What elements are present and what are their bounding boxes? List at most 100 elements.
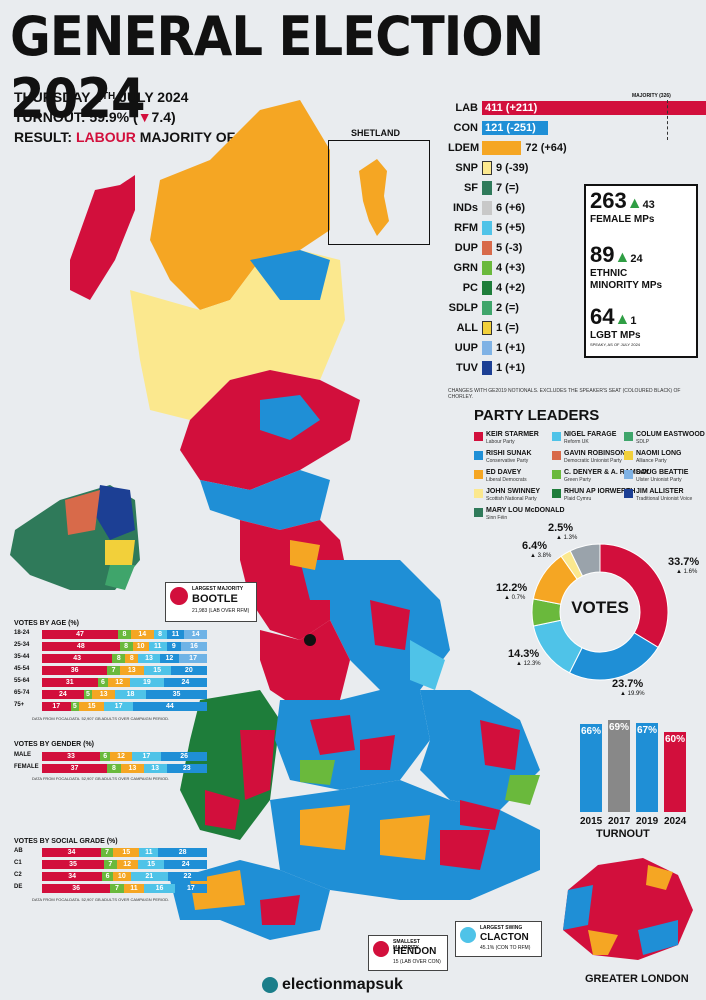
seat-bar: 121 (-251) (482, 120, 549, 135)
lgbt-mps-stat: 64▲1 LGBT MPs SPEAKY, AS OF JULY 2024 (590, 304, 641, 347)
demographic-row-label: FEMALE (14, 764, 39, 770)
seat-value: 4 (+2) (496, 281, 526, 294)
largest-swing-callout: LARGEST SWING CLACTON 45.1% (CON TO RFM) (455, 921, 542, 957)
seat-party-label: DUP (454, 241, 478, 254)
votes-label: VOTES (571, 598, 629, 617)
demographic-row: 48 8 10 11 9 16 (42, 642, 207, 652)
demographic-row-label: 35-44 (14, 654, 30, 660)
legend-swatch (552, 432, 561, 441)
demographic-segment: 48 (42, 642, 120, 651)
demographic-segment: 15 (137, 860, 165, 869)
turnout-bar: 69% (608, 720, 630, 812)
turnout-value-label: 67% (636, 724, 657, 736)
legend-swatch (552, 470, 561, 479)
turnout-bar: 67% (636, 722, 658, 812)
largest-majority-callout: LARGEST MAJORITY BOOTLE 21,983 (LAB OVER… (165, 582, 257, 622)
shetland-map (359, 159, 389, 236)
leader-legend-item: DOUG BEATTIE Ulster Unionist Party (624, 468, 688, 483)
female-mps-stat: 263▲43 FEMALE MPs (590, 188, 655, 225)
demographic-row: 34 7 15 11 28 (42, 848, 207, 858)
leader-name: MARY LOU McDONALD (486, 507, 565, 514)
demographic-segment: 12 (108, 678, 130, 687)
demographic-segment: 36 (42, 884, 111, 893)
demographic-segment: 12 (159, 654, 180, 663)
seat-row-snp: SNP 9 (-39) (448, 160, 528, 175)
map-patch (505, 775, 540, 805)
seat-row-grn: GRN 4 (+3) (448, 260, 525, 275)
seat-party-label: SDLP (448, 301, 478, 314)
demographic-segment: 11 (123, 884, 145, 893)
demographic-segment: 8 (125, 654, 139, 663)
seat-row-all: ALL 1 (=) (448, 320, 519, 335)
leader-party: Traditional Unionist Voice (636, 496, 693, 502)
seat-value: 9 (-39) (496, 161, 529, 174)
demographic-segment: 44 (132, 702, 207, 711)
legend-swatch (474, 432, 483, 441)
legend-swatch (552, 489, 561, 498)
leader-party: Sinn Féin (486, 515, 508, 521)
demographic-segment: 17 (42, 702, 71, 711)
vote-share-donut (531, 543, 669, 681)
demographic-row-label: 25-34 (14, 642, 30, 648)
map-patch (250, 250, 330, 300)
up-triangle-icon: ▲ (614, 311, 631, 328)
up-triangle-icon: ▲ (626, 195, 643, 212)
leader-name: RISHI SUNAK (486, 450, 532, 457)
votes-by-grade-title: VOTES BY SOCIAL GRADE (%) (14, 838, 118, 845)
turnout-year-label: 2015 (580, 816, 603, 827)
demographic-segment: 16 (181, 642, 207, 651)
vote-share-label: 2.5% (548, 522, 574, 534)
demographic-row-label: DE (14, 884, 23, 890)
leader-party: Plaid Cymru (564, 496, 592, 502)
demographic-segment: 34 (42, 872, 103, 881)
legend-swatch (474, 489, 483, 498)
leader-party: Reform UK (564, 439, 589, 445)
map-patch (240, 730, 275, 800)
demographic-row-label: 55-64 (14, 678, 30, 684)
brand-logo-icon (262, 977, 278, 993)
seat-party-label: LAB (455, 101, 478, 114)
map-patch (260, 895, 300, 925)
seat-row-uup: UUP 1 (+1) (448, 340, 525, 355)
seat-bar (482, 160, 492, 175)
uk-constituency-map (10, 100, 540, 940)
seat-bar (482, 200, 492, 215)
seat-value: 5 (-3) (496, 241, 523, 254)
leader-name: C. DENYER & A. RAMSAY (564, 469, 650, 476)
majority-label: MAJORITY (326) (632, 93, 671, 99)
seat-party-label: CON (453, 121, 478, 134)
turnout-value-label: 69% (608, 722, 629, 733)
map-patch (95, 485, 135, 540)
map-pin-icon (460, 927, 476, 943)
turnout-chart: 66% 69% 67% 60% (580, 712, 690, 812)
map-patch (360, 735, 395, 770)
demographic-segment: 28 (158, 848, 207, 857)
leader-legend-item: RHUN AP IORWERTH Plaid Cymru (552, 487, 635, 502)
demographic-segment: 5 (83, 690, 93, 699)
demographic-segment: 35 (146, 690, 207, 699)
demographic-segment: 31 (42, 678, 98, 687)
up-triangle-icon: ▲ (614, 249, 631, 266)
leader-name: KEIR STARMER (486, 431, 539, 438)
vote-share-label: 14.3% (508, 648, 540, 660)
seat-value: 7 (=) (496, 181, 519, 194)
demographic-segment: 37 (42, 764, 107, 773)
vote-slice-lab (599, 543, 669, 649)
leader-name: JOHN SWINNEY (486, 488, 541, 495)
demographic-segment: 7 (101, 848, 114, 857)
demographic-segment: 8 (153, 630, 167, 639)
leader-name: JIM ALLISTER (636, 488, 684, 495)
seat-value: 2 (=) (496, 301, 519, 314)
demographic-segment: 26 (161, 752, 207, 761)
vote-share-label: 6.4% (522, 540, 548, 552)
demographic-segment: 36 (42, 666, 108, 675)
vote-share-label: 33.7% (668, 556, 700, 568)
party-leaders-title: PARTY LEADERS (474, 407, 600, 424)
demographic-segment: 17 (104, 702, 133, 711)
demographic-segment: 12 (110, 752, 132, 761)
vote-share-change: ▲ 0.7% (504, 595, 526, 601)
leader-legend-item: JIM ALLISTER Traditional Unionist Voice (624, 487, 692, 502)
demographic-row-label: 65-74 (14, 690, 30, 696)
demographic-segment: 20 (170, 666, 207, 675)
demographic-row: 36 7 11 16 17 (42, 884, 207, 894)
